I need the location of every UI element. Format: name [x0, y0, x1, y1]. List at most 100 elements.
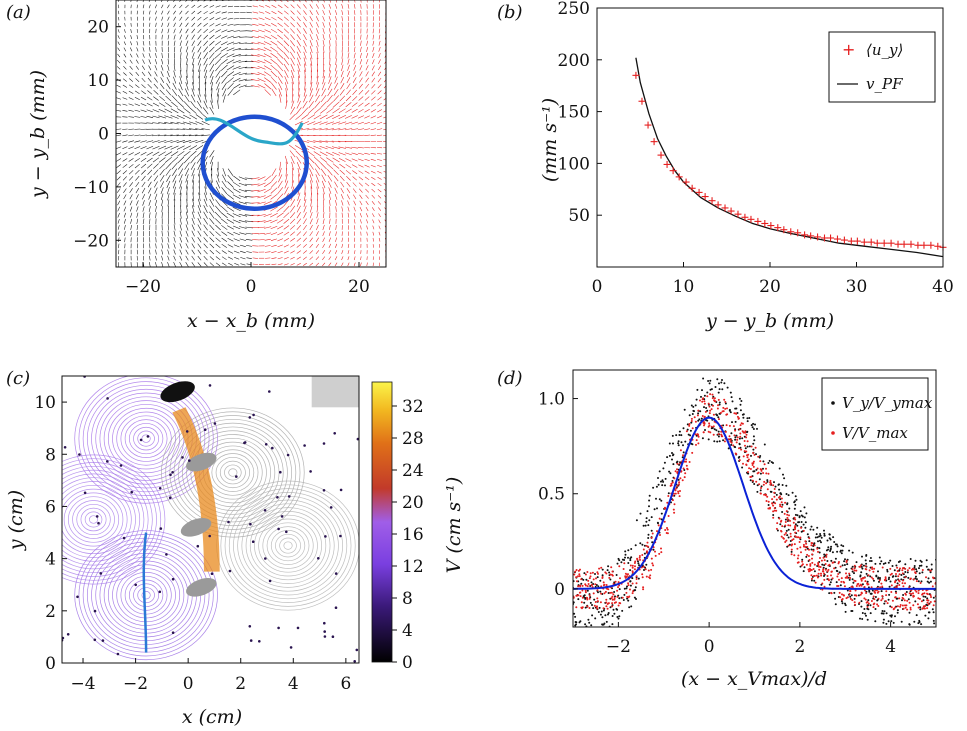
vector-arrow [277, 76, 283, 84]
vy-point [662, 467, 665, 470]
v-point [849, 590, 852, 593]
vector-arrow [327, 175, 333, 182]
v-point [904, 604, 906, 607]
vector-arrow [257, 53, 266, 58]
v-point [779, 503, 782, 506]
vector-arrow [148, 187, 152, 194]
v-point [864, 565, 867, 568]
v-point [590, 584, 593, 587]
v-point [611, 602, 614, 605]
vector-arrow [292, 167, 294, 177]
vector-arrow [353, 194, 357, 200]
vector-arrow [313, 128, 322, 131]
vy-point [668, 454, 671, 457]
v-point [805, 542, 808, 545]
v-point [810, 574, 813, 577]
v-point [574, 570, 577, 573]
tracer-dot [271, 446, 274, 450]
vy-point [612, 608, 615, 611]
v-point [784, 521, 787, 523]
vy-point [844, 602, 846, 605]
y-tick-label: 10 [34, 393, 56, 413]
vector-arrow [316, 57, 318, 66]
vector-arrow [378, 65, 382, 71]
v-point [896, 570, 899, 573]
series-uy-point [827, 234, 835, 242]
vector-arrow [128, 116, 134, 118]
vy-point [768, 459, 771, 462]
vector-arrow [173, 255, 176, 261]
vector-arrow [346, 182, 351, 187]
vector-arrow [329, 64, 331, 72]
vector-arrow [167, 22, 170, 27]
vy-point [798, 521, 801, 524]
vector-arrow [167, 230, 170, 237]
vector-arrow [326, 95, 333, 102]
vector-arrow [270, 193, 278, 200]
v-point [710, 408, 713, 411]
vector-arrow [263, 194, 272, 199]
vector-arrow [209, 224, 215, 231]
vy-point [715, 429, 718, 432]
vy-point [932, 596, 935, 599]
vector-arrow [192, 58, 195, 66]
v-point [912, 592, 914, 595]
vy-point [784, 518, 787, 521]
vector-arrow [309, 250, 313, 254]
vector-arrow [245, 239, 253, 241]
vector-arrow [117, 66, 121, 70]
v-point [895, 573, 897, 575]
vector-arrow [117, 219, 120, 224]
v-point [863, 576, 866, 579]
vy-point [648, 494, 651, 497]
vy-point [633, 596, 636, 599]
vector-arrow [290, 4, 295, 9]
vector-arrow [359, 194, 363, 199]
v-point [573, 573, 576, 576]
vector-arrow [252, 263, 258, 265]
v-point [851, 599, 854, 602]
vector-arrow [271, 22, 277, 27]
vy-point [818, 547, 821, 550]
v-point [859, 583, 862, 586]
colorbar [371, 381, 393, 663]
vy-point [580, 582, 583, 585]
vy-point [932, 611, 935, 614]
vector-arrow [136, 28, 138, 33]
vector-arrow [190, 156, 197, 164]
vector-arrow [122, 84, 128, 88]
v-point [685, 458, 688, 461]
vector-arrow [203, 34, 208, 40]
x-tick-label: 10 [673, 277, 695, 297]
v-point [730, 438, 733, 441]
y-tick-label: 20 [87, 18, 109, 38]
vector-arrow [136, 224, 138, 231]
v-point [736, 415, 739, 418]
vy-point [822, 566, 825, 569]
vector-arrow [232, 188, 241, 193]
vector-arrow [335, 4, 338, 9]
vector-arrow [189, 139, 198, 144]
vector-arrow [296, 262, 301, 266]
v-point [808, 548, 810, 551]
vector-arrow [215, 256, 221, 261]
vy-point [848, 574, 851, 577]
v-point [931, 585, 934, 588]
vy-point [680, 441, 683, 444]
vector-arrow [146, 122, 154, 124]
vector-arrow [283, 250, 289, 254]
v-point [673, 511, 676, 514]
vector-arrow [159, 83, 165, 90]
v-point [836, 585, 839, 587]
vector-arrow [226, 193, 234, 200]
vy-point [593, 598, 596, 601]
vector-arrow [116, 158, 122, 162]
vector-arrow [203, 205, 208, 214]
vector-arrow [372, 225, 375, 230]
panel-b-ylabel: (mm s⁻¹) [539, 98, 561, 182]
v-point [864, 568, 867, 570]
vector-arrow [246, 251, 252, 253]
vy-point [710, 427, 713, 430]
vector-arrow [215, 231, 221, 237]
vector-arrow [270, 219, 278, 224]
